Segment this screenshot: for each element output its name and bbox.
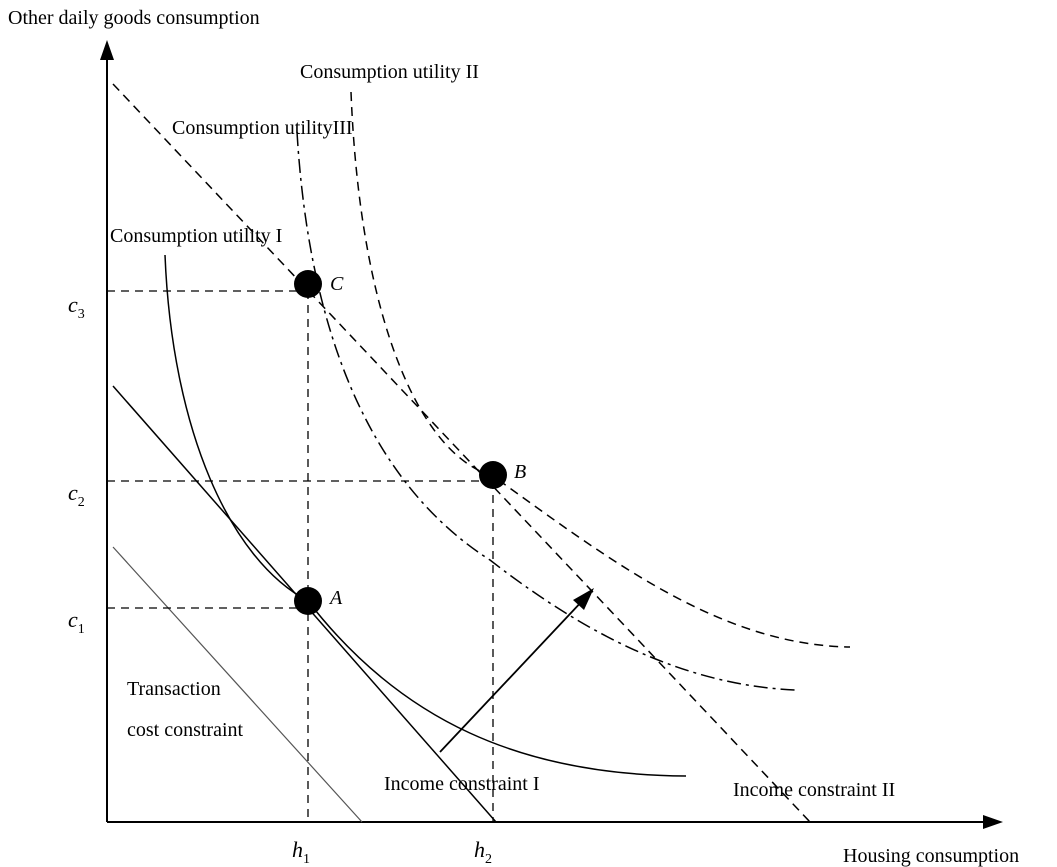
income-constraint-2-line bbox=[112, 83, 811, 823]
transaction-cost-constraint-line bbox=[112, 546, 363, 823]
point-c-label: C bbox=[330, 273, 344, 295]
shift-arrow bbox=[439, 588, 594, 753]
utility-3-label: Consumption utilityIII bbox=[172, 117, 353, 139]
x-axis-title: Housing consumption bbox=[843, 845, 1019, 867]
point-c-marker bbox=[294, 270, 322, 298]
income-2-label: Income constraint II bbox=[733, 779, 895, 801]
transaction-label-line1: Transaction bbox=[127, 678, 221, 700]
y-axis-arrowhead bbox=[100, 40, 114, 60]
tick-c1: c1 bbox=[68, 607, 85, 637]
tick-c3: c3 bbox=[68, 292, 85, 322]
point-b-marker bbox=[479, 461, 507, 489]
consumption-utility-2-curve bbox=[350, 91, 851, 648]
tick-h2: h2 bbox=[474, 837, 492, 867]
consumption-utility-3-curve bbox=[296, 131, 796, 691]
reference-lines bbox=[107, 290, 494, 822]
consumption-utility-1-curve bbox=[164, 254, 687, 777]
tick-c2: c2 bbox=[68, 480, 85, 510]
shift-arrow-head bbox=[573, 588, 594, 610]
transaction-label-line2: cost constraint bbox=[127, 719, 244, 741]
point-b-label: B bbox=[514, 461, 526, 483]
shift-arrow-shaft bbox=[439, 597, 586, 753]
points: C B A bbox=[294, 270, 526, 615]
y-axis-title: Other daily goods consumption bbox=[8, 7, 260, 29]
point-a-marker bbox=[294, 587, 322, 615]
utility-2-label: Consumption utility II bbox=[300, 61, 479, 83]
point-a-label: A bbox=[328, 587, 343, 609]
tick-h1: h1 bbox=[292, 837, 310, 867]
utility-1-label: Consumption utility I bbox=[110, 225, 282, 247]
income-1-label: Income constraint I bbox=[384, 773, 540, 795]
x-axis-arrowhead bbox=[983, 815, 1003, 829]
axes bbox=[100, 40, 1003, 829]
